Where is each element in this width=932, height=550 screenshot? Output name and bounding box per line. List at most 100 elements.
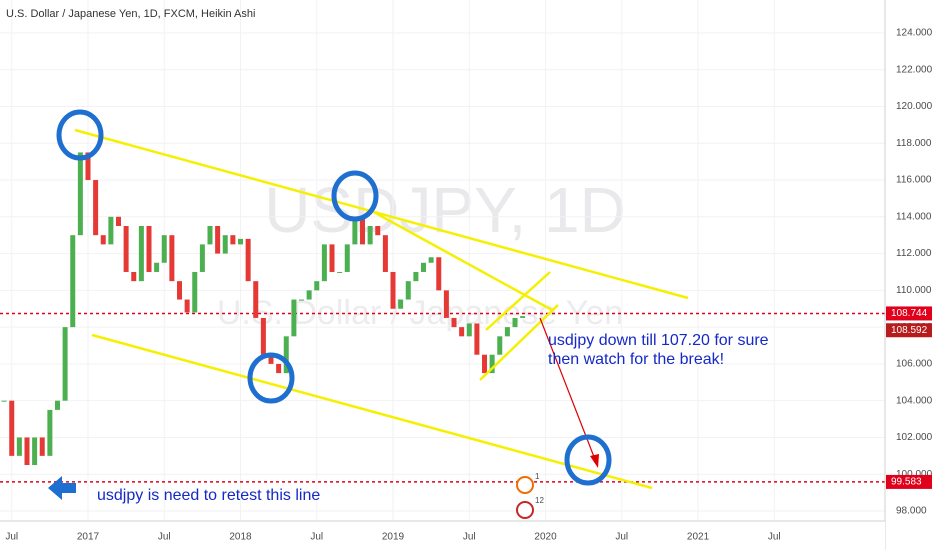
candle <box>230 235 236 245</box>
circle <box>247 352 295 404</box>
candle <box>199 244 205 272</box>
candle <box>367 225 373 245</box>
candle <box>390 271 396 309</box>
arrow-head <box>590 454 599 468</box>
x-tick-label: 2018 <box>229 532 252 543</box>
x-tick-label: Jul <box>463 532 476 543</box>
candle <box>115 216 121 226</box>
y-tick-label: 100.000 <box>896 469 932 480</box>
chart-title: U.S. Dollar / Japanese Yen, 1D, FXCM, He… <box>6 8 255 20</box>
y-tick-label: 98.000 <box>896 506 927 517</box>
price-tag <box>886 323 932 338</box>
drawings: 1 12 usdjpy down till 107.20 for sure th… <box>48 109 769 519</box>
candle <box>24 437 30 466</box>
candle <box>32 437 38 466</box>
candle <box>184 299 190 313</box>
candles <box>1 152 526 466</box>
candle <box>108 216 114 245</box>
candle <box>70 235 76 328</box>
candle <box>428 257 434 263</box>
candle <box>466 323 472 337</box>
candle <box>93 180 99 236</box>
x-tick-label: Jul <box>310 532 323 543</box>
price-axis <box>885 0 932 550</box>
candle <box>54 400 60 410</box>
y-tick-label: 124.000 <box>896 28 932 39</box>
channel-line <box>479 304 559 381</box>
candle <box>489 354 495 374</box>
candle <box>375 225 381 236</box>
circle <box>56 109 104 161</box>
grid <box>0 0 885 521</box>
candle <box>16 437 22 456</box>
candle <box>344 244 350 272</box>
price-tag-label: 99.583 <box>891 477 922 488</box>
time-axis <box>0 521 885 550</box>
event-count: 1 <box>535 472 540 481</box>
y-tick-label: 110.000 <box>896 285 932 296</box>
candle <box>520 316 526 318</box>
candle <box>360 216 366 245</box>
candle <box>276 363 282 374</box>
candle <box>85 152 91 181</box>
x-tick-label: 2021 <box>687 532 710 543</box>
candle <box>146 225 152 272</box>
candle <box>39 437 45 456</box>
x-tick-label: 2020 <box>534 532 557 543</box>
y-tick-label: 114.000 <box>896 211 932 222</box>
candle <box>413 271 419 282</box>
axes: 98.000100.000102.000104.000106.000108.00… <box>5 28 932 543</box>
candle <box>451 317 457 328</box>
trend-line <box>91 333 653 490</box>
candle <box>62 327 68 401</box>
x-tick-label: Jul <box>5 532 18 543</box>
price-tag <box>886 474 932 489</box>
candle <box>436 257 442 291</box>
price-tag <box>886 306 932 321</box>
candle <box>245 238 251 282</box>
candle <box>9 400 15 456</box>
annotation: usdjpy is need to retest this line <box>97 487 320 504</box>
candle <box>123 225 129 272</box>
event-count: 12 <box>535 496 544 505</box>
candle <box>497 336 503 355</box>
x-tick-label: 2017 <box>77 532 100 543</box>
y-tick-label: 104.000 <box>896 395 932 406</box>
candle <box>329 244 335 272</box>
annotation: then watch for the break! <box>548 351 724 368</box>
trend-line <box>369 208 553 312</box>
x-tick-label: Jul <box>158 532 171 543</box>
watermark: USDJPY, 1D <box>264 174 626 246</box>
candle <box>398 299 404 309</box>
circle <box>564 434 612 486</box>
candle <box>260 317 266 355</box>
candle <box>421 262 427 272</box>
y-tick-label: 116.000 <box>896 175 932 186</box>
candle <box>291 299 297 337</box>
candle <box>352 216 358 245</box>
candle <box>253 281 259 318</box>
candle <box>1 400 7 402</box>
candle <box>474 323 480 355</box>
candle <box>306 290 312 300</box>
candle <box>283 336 289 374</box>
candle <box>314 281 320 291</box>
candle <box>154 262 160 272</box>
candle <box>192 271 198 313</box>
y-tick-label: 112.000 <box>896 248 932 259</box>
trend-line <box>74 128 689 300</box>
candle <box>100 235 106 245</box>
candle <box>268 354 274 364</box>
candle <box>161 235 167 263</box>
channel-line <box>485 271 551 331</box>
candle <box>443 290 449 318</box>
candle <box>138 225 144 282</box>
x-tick-label: 2019 <box>382 532 405 543</box>
y-tick-label: 122.000 <box>896 64 932 75</box>
price-tag-label: 108.744 <box>891 308 928 319</box>
candle <box>482 354 488 374</box>
candle <box>299 299 305 301</box>
candle <box>215 225 221 254</box>
